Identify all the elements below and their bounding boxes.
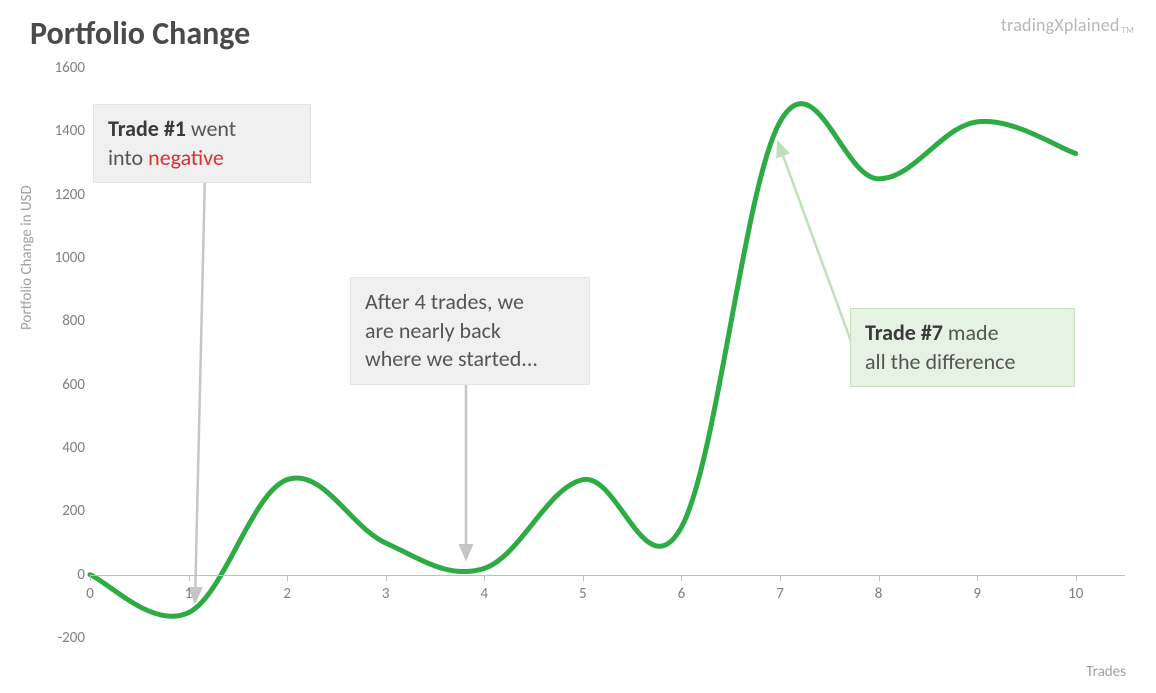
callout-trade1: Trade #1 wentinto negative bbox=[93, 104, 311, 183]
x-tick-mark bbox=[879, 575, 880, 581]
y-axis-title: Portfolio Change in USD bbox=[18, 185, 36, 330]
y-tick-label: 1000 bbox=[45, 249, 85, 267]
x-tick-label: 3 bbox=[382, 585, 390, 603]
x-tick-label: 4 bbox=[480, 585, 488, 603]
x-tick-mark bbox=[780, 575, 781, 581]
x-tick-mark bbox=[681, 575, 682, 581]
x-tick-mark bbox=[583, 575, 584, 581]
callout-arrow bbox=[778, 142, 852, 344]
x-tick-mark bbox=[484, 575, 485, 581]
x-tick-label: 8 bbox=[875, 585, 883, 603]
y-tick-label: 1200 bbox=[45, 186, 85, 204]
x-tick-mark bbox=[90, 575, 91, 581]
y-tick-label: 400 bbox=[45, 439, 85, 457]
x-tick-label: 9 bbox=[973, 585, 981, 603]
x-tick-mark bbox=[287, 575, 288, 581]
y-tick-label: 600 bbox=[45, 376, 85, 394]
chart-plot-area: -200020040060080010001200140016000123456… bbox=[90, 68, 1125, 638]
y-tick-label: 0 bbox=[45, 566, 85, 584]
y-tick-label: -200 bbox=[45, 629, 85, 647]
watermark-tm: TM bbox=[1122, 25, 1134, 36]
x-tick-label: 2 bbox=[283, 585, 291, 603]
x-tick-label: 0 bbox=[86, 585, 94, 603]
y-tick-label: 200 bbox=[45, 502, 85, 520]
callout-arrow bbox=[195, 173, 205, 602]
x-axis-title: Trades bbox=[1086, 663, 1126, 681]
x-tick-label: 5 bbox=[579, 585, 587, 603]
y-tick-label: 1400 bbox=[45, 122, 85, 140]
x-tick-label: 7 bbox=[776, 585, 784, 603]
x-tick-label: 1 bbox=[185, 585, 193, 603]
x-tick-label: 10 bbox=[1068, 585, 1083, 603]
x-tick-mark bbox=[189, 575, 190, 581]
x-tick-mark bbox=[1076, 575, 1077, 581]
y-tick-label: 1600 bbox=[45, 59, 85, 77]
watermark-text: tradingXplained bbox=[1001, 14, 1120, 36]
chart-title: Portfolio Change bbox=[30, 14, 250, 53]
x-tick-mark bbox=[977, 575, 978, 581]
x-tick-mark bbox=[386, 575, 387, 581]
y-tick-label: 800 bbox=[45, 312, 85, 330]
callout-trade4: After 4 trades, weare nearly backwhere w… bbox=[350, 277, 590, 385]
watermark: tradingXplainedTM bbox=[1001, 14, 1134, 36]
x-axis-line bbox=[90, 575, 1125, 576]
callout-trade7: Trade #7 madeall the difference bbox=[850, 308, 1075, 387]
x-tick-label: 6 bbox=[678, 585, 686, 603]
